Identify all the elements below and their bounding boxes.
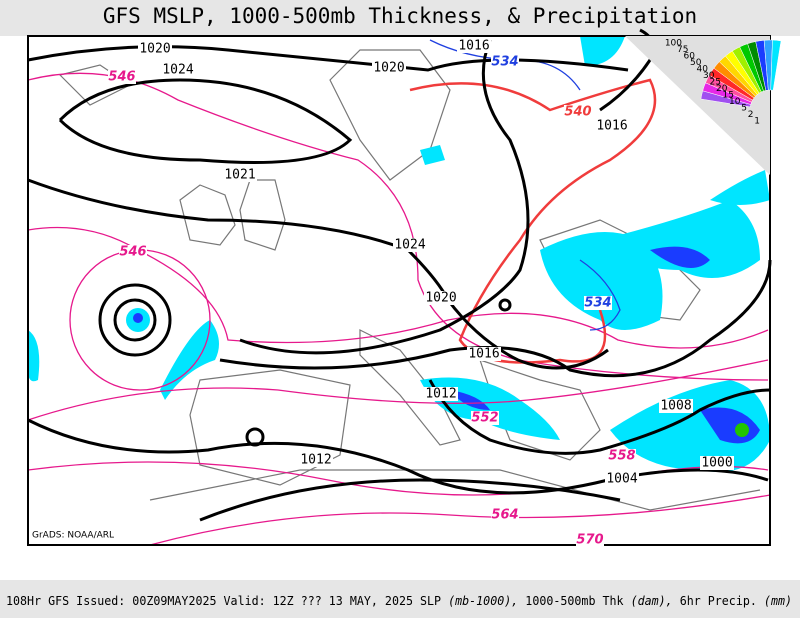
legend-label: 100 [665, 39, 682, 49]
isobar-label: 1016 [596, 119, 627, 134]
thickness-label: 546 [108, 70, 135, 85]
isobar-label-bg [467, 347, 501, 361]
isobar-label: 1024 [394, 238, 425, 253]
thickness-label-bg [119, 245, 147, 259]
footer-precip: 6hr Precip. [680, 593, 757, 608]
thickness-label: 534 [491, 55, 518, 70]
isobar-label-bg [161, 63, 195, 77]
thickness-label-bg [471, 411, 499, 425]
thickness-label-bg [576, 533, 604, 547]
legend-label: 25 [710, 78, 721, 88]
thickness-label-bg [108, 70, 136, 84]
legend-label: 30 [703, 71, 715, 81]
isobar-label: 1016 [468, 347, 499, 362]
thickness-label: 558 [608, 449, 635, 464]
isobar-label: 1008 [660, 399, 691, 414]
isobar-label-bg [700, 456, 734, 470]
footer-precip-unit: (mm) [764, 593, 792, 608]
legend-label: 15 [723, 91, 734, 101]
legend-label: 20 [716, 84, 728, 94]
legend-label: 1 [754, 117, 760, 127]
isobar-label: 1020 [425, 291, 456, 306]
thickness-label-bg [564, 105, 592, 119]
thickness-label: 540 [564, 105, 591, 120]
isobar-label: 1024 [162, 63, 193, 78]
footer-run: 108Hr GFS Issued: 00Z09MAY2025 Valid: 12… [6, 593, 413, 608]
isobar-label-bg [372, 61, 406, 75]
isobar-label: 1016 [458, 39, 489, 54]
legend-label: 75 [677, 45, 688, 55]
thickness-label: 552 [471, 411, 498, 426]
map-frame [27, 35, 771, 546]
legend-label: 10 [729, 97, 741, 107]
thickness-label-bg [584, 296, 612, 310]
legend-label: 40 [697, 65, 709, 75]
isobar-label-bg [659, 399, 693, 413]
credit: GrADS: NOAA/ARL [32, 531, 114, 541]
title-bar [0, 0, 800, 36]
legend-label: 50 [690, 58, 702, 68]
isobar-label-bg [424, 291, 458, 305]
isobar-label-bg [393, 238, 427, 252]
footer-thk-unit: (dam), [631, 593, 673, 608]
isobar-label: 1021 [224, 168, 255, 183]
isobar-label-bg [138, 42, 172, 56]
isobar-label: 1012 [425, 387, 456, 402]
footer-slp: SLP [420, 593, 441, 608]
footer: 108Hr GFS Issued: 00Z09MAY2025 Valid: 12… [6, 593, 792, 608]
footer-slp-unit: (mb-1000), [448, 593, 518, 608]
thickness-label: 534 [584, 296, 611, 311]
thickness-label: 570 [576, 533, 603, 548]
isobar-label-bg [457, 39, 491, 53]
contour-labels: 1020 1024 1016 1020 1016 1021 1024 1020 1016 1012… [108, 39, 734, 548]
thickness-label-bg [491, 508, 519, 522]
isobar-label-bg [605, 472, 639, 486]
isobar-label: 1012 [300, 453, 331, 468]
isobar-label-bg [223, 168, 257, 182]
isobar-label-bg [299, 453, 333, 467]
footer-bar [0, 580, 800, 618]
legend-label: 60 [684, 52, 696, 62]
isobar-label: 1020 [373, 61, 404, 76]
isobar-label: 1020 [139, 42, 170, 57]
map [27, 28, 772, 546]
isobar-label-bg [424, 387, 458, 401]
footer-thk: 1000-500mb Thk [525, 593, 624, 608]
thickness-label: 564 [491, 508, 518, 523]
thickness-540 [409, 78, 657, 364]
isobar-label-bg [595, 119, 629, 133]
title: GFS MSLP, 1000-500mb Thickness, & Precip… [103, 4, 697, 28]
legend-swatch [770, 39, 782, 91]
isobar-label: 1000 [701, 456, 732, 471]
thickness-label-bg [491, 55, 519, 69]
legend-label: 2 [748, 110, 754, 120]
thickness-label-bg [608, 449, 636, 463]
thickness-label: 546 [119, 245, 146, 260]
legend-label: 5 [741, 104, 747, 114]
isobar-label: 1004 [606, 472, 637, 487]
